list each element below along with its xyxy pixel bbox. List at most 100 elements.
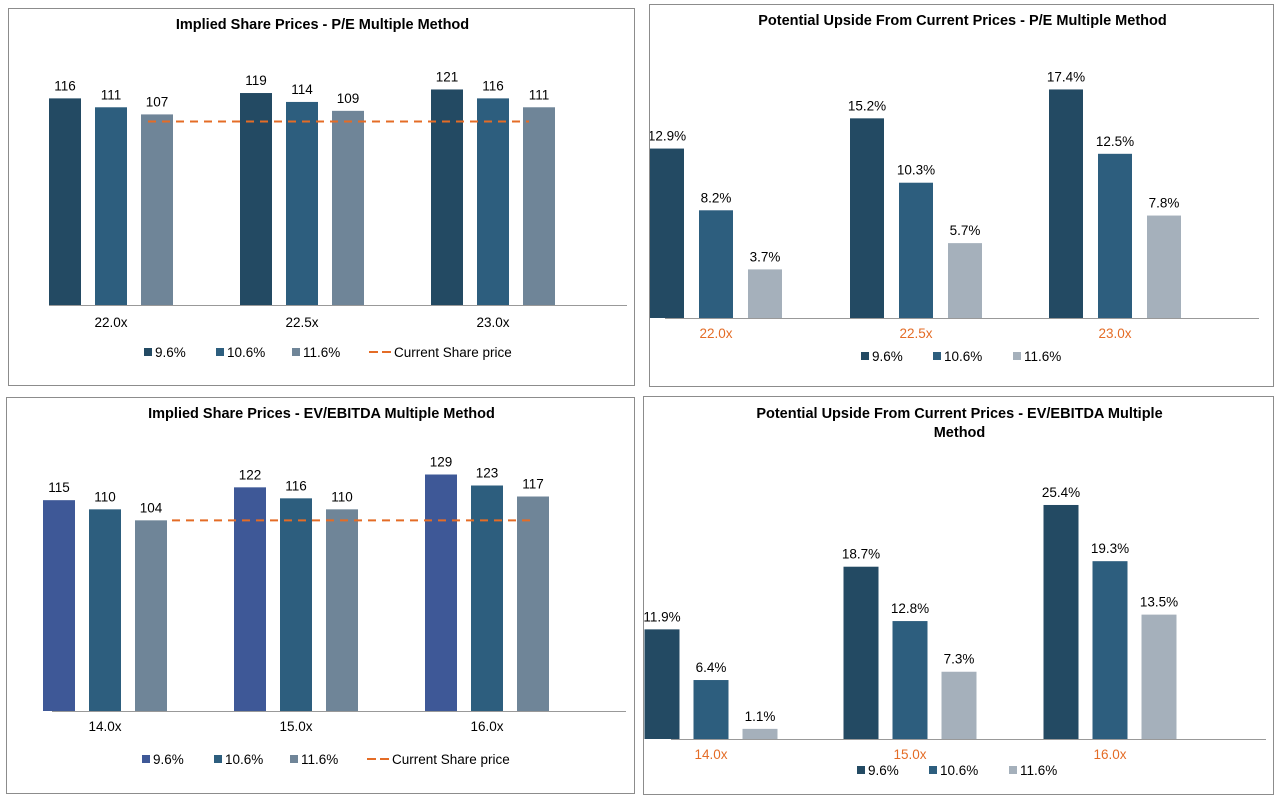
chart-title: Implied Share Prices - EV/EBITDA Multipl… [148, 406, 495, 422]
bar-9.6pct-15.0x [234, 487, 266, 711]
category-label: 22.5x [899, 326, 932, 341]
data-label: 114 [291, 82, 313, 97]
bar-10.6pct-16.0x [471, 485, 503, 711]
bar-10.6pct-23.0x [1098, 153, 1132, 318]
bar-group-23.0x: 121 116 111 [431, 69, 555, 305]
bar-11.6pct-22.0x [748, 269, 782, 318]
data-label: 117 [522, 477, 544, 492]
data-label: 5.7% [950, 223, 981, 238]
data-label: 107 [146, 94, 169, 109]
data-label: 129 [430, 455, 453, 470]
legend-swatch [144, 348, 152, 356]
legend-swatch [857, 766, 865, 774]
bar-10.6pct-22.5x [286, 101, 318, 305]
data-label: 119 [245, 73, 267, 88]
bar-10.6pct-15.0x [892, 621, 928, 739]
bar-9.6pct-23.0x [1049, 89, 1083, 319]
data-label: 116 [285, 478, 307, 493]
bar-9.6pct-14.0x [43, 500, 75, 711]
bar-11.6pct-15.0x [326, 509, 358, 711]
legend-swatch [292, 348, 300, 356]
bar-11.6pct-16.0x [517, 496, 549, 711]
bar-9.6pct-22.0x [49, 98, 81, 305]
bar-10.6pct-22.5x [899, 182, 933, 318]
bar-11.6pct-14.0x [135, 520, 167, 711]
data-label: 12.9% [650, 129, 686, 144]
data-label: 110 [94, 489, 116, 504]
legend-swatch [929, 766, 937, 774]
bar-11.6pct-22.5x [948, 243, 982, 318]
data-label: 18.7% [842, 547, 880, 562]
data-label: 10.3% [897, 163, 935, 178]
category-label: 15.0x [279, 719, 312, 734]
bar-9.6pct-22.5x [850, 118, 884, 318]
legend: 9.6% 10.6% 11.6% [857, 763, 1057, 778]
data-label: 104 [140, 500, 163, 515]
legend-label: 11.6% [303, 345, 340, 360]
data-label: 12.5% [1096, 134, 1134, 149]
category-label: 22.0x [699, 326, 732, 341]
legend: 9.6% 10.6% 11.6% [861, 349, 1061, 364]
bar-11.6pct-23.0x [1147, 215, 1181, 318]
chart-title: Method [934, 425, 986, 441]
data-label: 109 [337, 91, 360, 106]
bar-group-16.0x: 25.4% 19.3% 13.5% [1042, 485, 1178, 739]
legend-label: 9.6% [153, 752, 184, 767]
legend-swatch [214, 755, 222, 763]
data-label: 1.1% [745, 709, 776, 724]
data-label: 123 [476, 466, 499, 481]
legend-label: 11.6% [301, 752, 338, 767]
category-label: 23.0x [476, 315, 509, 330]
bar-group-22.0x: 116 111 107 [49, 78, 173, 305]
category-label: 14.0x [694, 747, 727, 762]
bar-9.6pct-14.0x [644, 629, 680, 739]
legend-swatch [861, 352, 869, 360]
bar-10.6pct-16.0x [1092, 561, 1128, 739]
chart-title: Implied Share Prices - P/E Multiple Meth… [176, 17, 469, 33]
bar-10.6pct-15.0x [280, 498, 312, 711]
data-label: 17.4% [1047, 69, 1085, 84]
bar-group-15.0x: 18.7% 12.8% 7.3% [842, 547, 977, 739]
bar-11.6pct-16.0x [1141, 614, 1177, 739]
bar-9.6pct-22.0x [650, 148, 684, 318]
data-label: 15.2% [848, 98, 886, 113]
data-label: 121 [436, 69, 459, 84]
data-label: 25.4% [1042, 485, 1080, 500]
data-label: 7.3% [944, 652, 975, 667]
category-label: 22.5x [285, 315, 318, 330]
legend-label: 10.6% [940, 763, 978, 778]
data-label: 3.7% [750, 249, 781, 264]
legend-label: 10.6% [944, 349, 982, 364]
data-label: 7.8% [1149, 196, 1180, 211]
bar-group-22.5x: 119 114 109 [240, 73, 364, 305]
data-label: 111 [529, 87, 550, 102]
data-label: 111 [101, 87, 122, 102]
legend-label: 10.6% [227, 345, 265, 360]
bar-10.6pct-22.0x [95, 107, 127, 305]
data-label: 19.3% [1091, 541, 1129, 556]
legend-swatch [1013, 352, 1021, 360]
data-label: 122 [239, 467, 262, 482]
data-label: 115 [48, 480, 70, 495]
bar-group-16.0x: 129 123 117 [425, 455, 549, 711]
bar-group-22.5x: 15.2% 10.3% 5.7% [848, 98, 982, 318]
data-label: 8.2% [701, 190, 732, 205]
bar-10.6pct-22.0x [699, 210, 733, 318]
legend-label: 9.6% [868, 763, 899, 778]
bar-9.6pct-16.0x [1043, 504, 1079, 739]
legend: 9.6% 10.6% 11.6% Current Share price [144, 345, 512, 360]
legend-label: 9.6% [155, 345, 186, 360]
bar-group-14.0x: 115 110 104 [43, 480, 167, 711]
bar-group-23.0x: 17.4% 12.5% 7.8% [1047, 69, 1181, 319]
legend-label: 10.6% [225, 752, 263, 767]
bar-11.6pct-22.5x [332, 110, 364, 305]
legend-label: 11.6% [1024, 349, 1061, 364]
data-label: 110 [331, 489, 353, 504]
category-label: 22.0x [94, 315, 127, 330]
chart-canvas: Potential Upside From Current Prices - E… [644, 406, 1266, 778]
chart-title: Potential Upside From Current Prices - P… [758, 13, 1166, 29]
legend-label: Current Share price [392, 752, 510, 767]
category-label: 16.0x [1093, 747, 1126, 762]
bar-group-15.0x: 122 116 110 [234, 467, 358, 711]
legend-label: 11.6% [1020, 763, 1057, 778]
